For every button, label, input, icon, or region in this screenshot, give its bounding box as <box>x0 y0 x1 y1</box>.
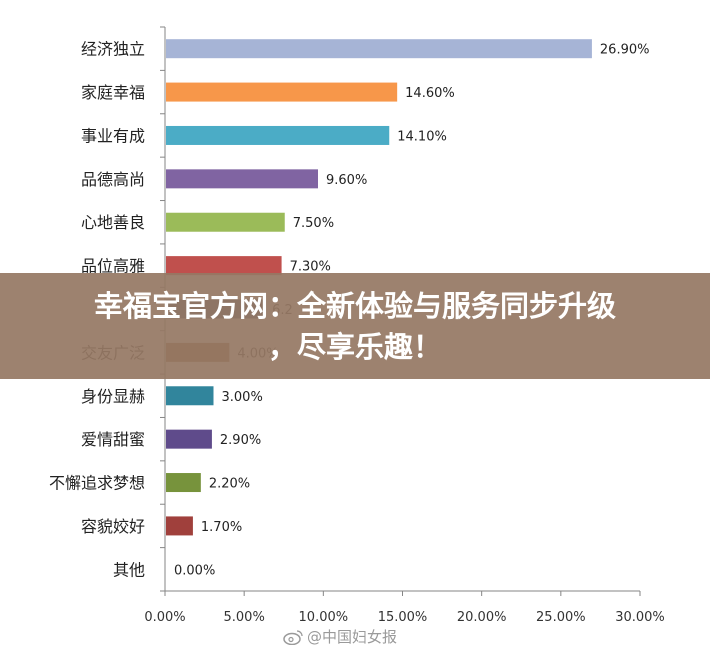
data-label: 14.60% <box>405 86 455 101</box>
watermark-text: @中国妇女报 <box>307 628 398 646</box>
category-label: 事业有成 <box>81 126 145 145</box>
category-label: 品位高雅 <box>81 257 145 276</box>
data-label: 2.90% <box>220 433 261 448</box>
bar <box>166 256 282 276</box>
bar <box>166 473 201 493</box>
bar <box>166 82 398 102</box>
watermark: @中国妇女报 <box>283 626 397 647</box>
x-tick-label: 10.00% <box>299 610 349 625</box>
x-tick-label: 0.00% <box>144 610 185 625</box>
category-label: 其他 <box>113 560 145 579</box>
bar <box>166 429 212 449</box>
category-label: 不懈追求梦想 <box>49 474 145 493</box>
data-label: 14.10% <box>397 129 447 144</box>
category-label: 心地善良 <box>81 213 145 232</box>
x-tick-label: 20.00% <box>457 610 507 625</box>
bar <box>166 386 214 406</box>
category-label: 家庭幸福 <box>81 83 145 102</box>
category-label: 爱情甜蜜 <box>81 430 145 449</box>
data-label: 7.30% <box>290 260 331 275</box>
weibo-logo-icon <box>283 630 303 645</box>
bar <box>166 125 390 145</box>
data-label: 7.50% <box>293 216 334 231</box>
x-tick-label: 5.00% <box>224 610 265 625</box>
category-label: 身份显赫 <box>81 387 145 406</box>
x-tick-label: 15.00% <box>378 610 428 625</box>
data-label: 9.60% <box>326 173 367 188</box>
x-tick-label: 25.00% <box>536 610 586 625</box>
promo-banner: 幸福宝官方网：全新体验与服务同步升级 ，尽享乐趣！ <box>0 273 710 379</box>
category-label: 品德高尚 <box>81 170 145 189</box>
data-label: 1.70% <box>201 520 242 535</box>
banner-line-2: ，尽享乐趣！ <box>267 330 442 364</box>
category-label: 容貌姣好 <box>81 517 145 536</box>
banner-line-1: 幸福宝官方网：全新体验与服务同步升级 <box>93 289 616 323</box>
bar <box>166 516 193 536</box>
bar <box>166 39 592 59</box>
data-label: 3.00% <box>222 390 263 405</box>
bar <box>166 212 285 232</box>
category-label: 经济独立 <box>81 40 145 59</box>
data-label: 2.20% <box>209 477 250 492</box>
data-label: 0.00% <box>174 563 215 578</box>
bar <box>166 169 318 189</box>
data-label: 26.90% <box>600 43 650 58</box>
x-tick-label: 30.00% <box>615 610 665 625</box>
